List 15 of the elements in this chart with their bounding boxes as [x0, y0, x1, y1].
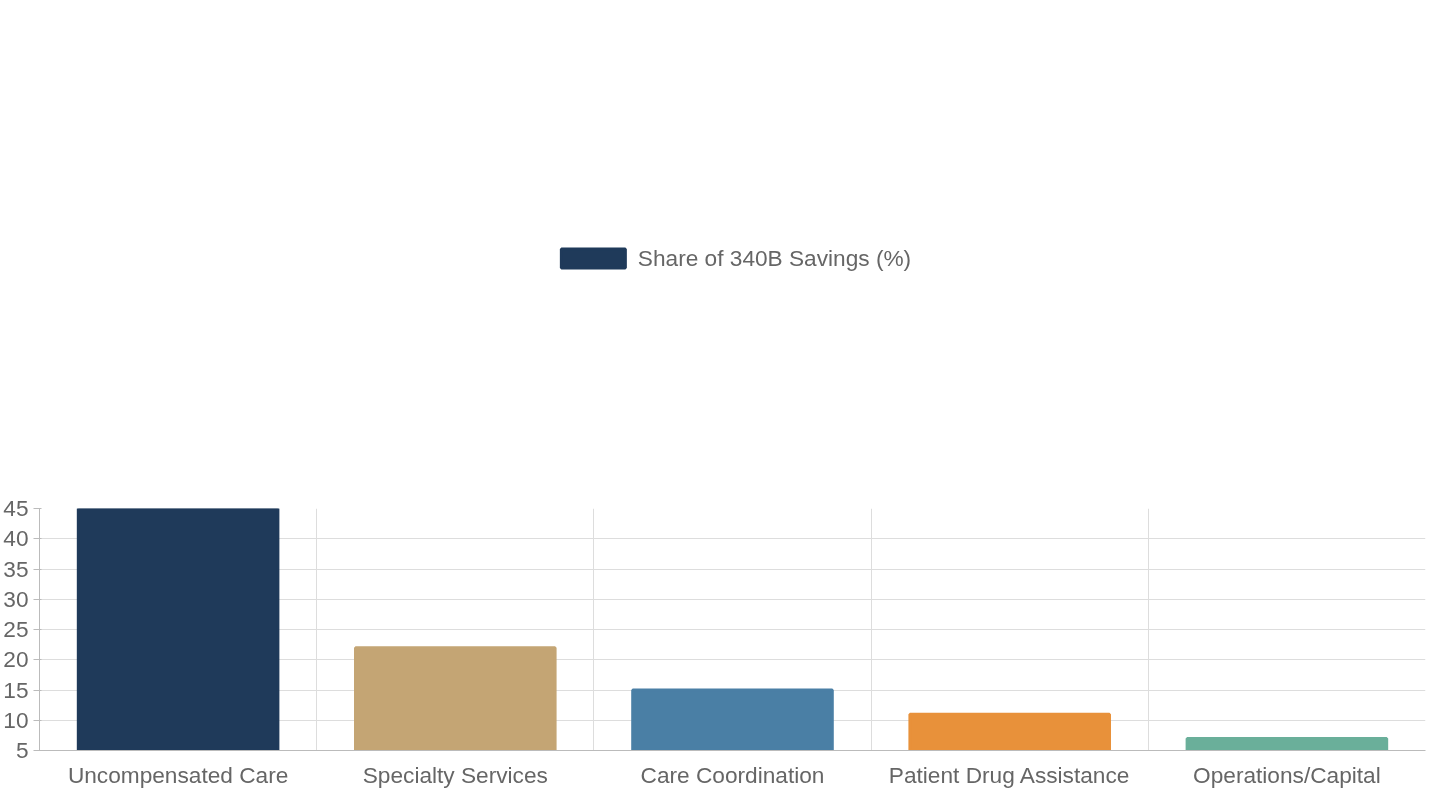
x-tick-label: Specialty Services: [362, 761, 548, 788]
y-tick-label: 5: [15, 737, 29, 763]
y-tick-label: 45: [3, 495, 29, 521]
y-tick-label: 40: [3, 525, 29, 552]
y-tick-label: 35: [3, 555, 29, 582]
y-tick-label: 15: [3, 676, 29, 703]
y-tick-label: 25: [3, 616, 29, 642]
x-tick-label: Patient Drug Assistance: [888, 761, 1130, 788]
x-tick-label: Uncompensated Care: [67, 761, 289, 788]
legend-label: Share of 340B Savings (%): [637, 244, 912, 272]
y-tick-label: 10: [3, 706, 29, 733]
x-tick-label: Operations/Capital: [1193, 761, 1381, 788]
x-tick-label: Care Coordination: [640, 761, 825, 788]
y-tick-label: 30: [3, 585, 29, 612]
y-tick-label: 20: [3, 646, 29, 673]
